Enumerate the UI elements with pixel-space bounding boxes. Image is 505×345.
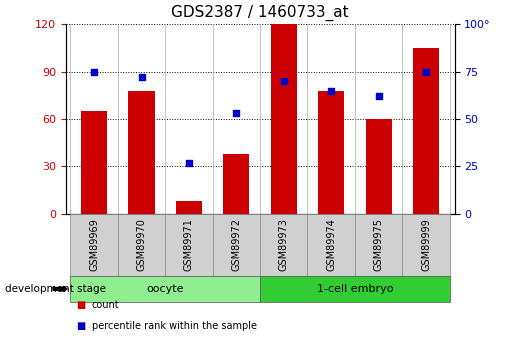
Text: ■: ■ <box>76 321 85 331</box>
Bar <box>213 214 260 276</box>
Point <box>90 69 98 74</box>
Bar <box>165 214 213 276</box>
Text: GSM89999: GSM89999 <box>421 219 431 271</box>
Bar <box>308 214 355 276</box>
Text: count: count <box>92 300 120 310</box>
Text: GSM89973: GSM89973 <box>279 218 289 272</box>
Bar <box>413 48 439 214</box>
Point <box>137 75 145 80</box>
Text: GSM89970: GSM89970 <box>136 218 146 272</box>
Bar <box>271 24 297 214</box>
Bar <box>260 276 450 302</box>
Bar <box>128 90 155 214</box>
Point <box>422 69 430 74</box>
Point <box>232 110 240 116</box>
Bar <box>366 119 392 214</box>
Point <box>185 160 193 165</box>
Bar <box>81 111 107 214</box>
Bar <box>318 90 344 214</box>
Text: ■: ■ <box>76 300 85 310</box>
Point <box>375 93 383 99</box>
Text: GSM89971: GSM89971 <box>184 218 194 272</box>
Title: GDS2387 / 1460733_at: GDS2387 / 1460733_at <box>171 5 349 21</box>
Text: 1-cell embryo: 1-cell embryo <box>317 284 393 294</box>
Text: GSM89975: GSM89975 <box>374 218 384 272</box>
Bar <box>176 201 202 214</box>
Text: GSM89969: GSM89969 <box>89 219 99 271</box>
Point <box>280 78 288 84</box>
Bar <box>118 214 165 276</box>
Bar <box>402 214 450 276</box>
Bar <box>223 154 249 214</box>
Text: GSM89972: GSM89972 <box>231 218 241 272</box>
Text: percentile rank within the sample: percentile rank within the sample <box>92 321 257 331</box>
Text: oocyte: oocyte <box>146 284 184 294</box>
Bar <box>70 276 260 302</box>
Bar <box>260 214 308 276</box>
Text: development stage: development stage <box>5 284 106 294</box>
Bar <box>70 214 118 276</box>
Point <box>327 88 335 93</box>
Bar <box>355 214 402 276</box>
Text: GSM89974: GSM89974 <box>326 218 336 272</box>
